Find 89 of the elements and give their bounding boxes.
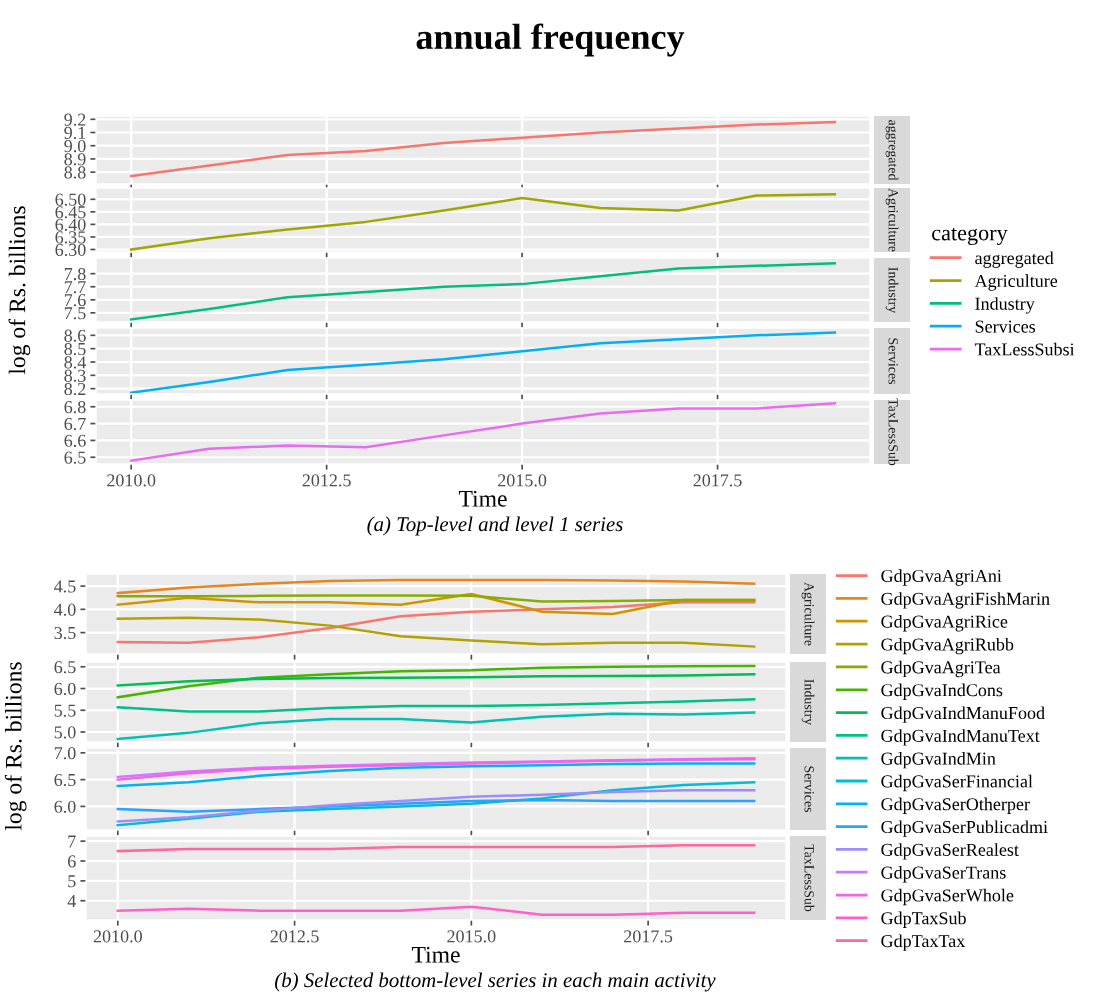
legend-label: GdpGvaIndManuFood [881, 706, 1045, 723]
y-tick-label: 8.3 [64, 369, 86, 382]
line-series [116, 578, 756, 595]
line-series [116, 601, 756, 645]
line-series [116, 789, 756, 823]
line-series [116, 698, 756, 713]
y-tick-label: 6 [68, 855, 76, 868]
y-axis-title: log of Rs. billions [8, 206, 31, 375]
line-series [129, 402, 837, 462]
legend-label: GdpGvaSerFinancial [881, 774, 1033, 792]
y-tick-label: 5 [68, 875, 76, 888]
y-tick-label: 9.0 [64, 139, 86, 153]
legend-label: Industry [975, 297, 1035, 314]
y-tick-label: 4.0 [54, 603, 76, 616]
x-tick-label: 2017.5 [624, 930, 673, 943]
x-tick-label: 2012.5 [270, 930, 319, 943]
y-tick-label: 7.8 [64, 267, 86, 281]
line-series [129, 120, 837, 178]
legend-label: GdpGvaAgriTea [881, 660, 1001, 678]
legend-label: GdpGvaSerPublicadmi [881, 820, 1048, 837]
y-tick-label: 8.6 [64, 329, 86, 342]
legend-label: Agriculture [974, 274, 1058, 291]
line-series [116, 762, 756, 788]
y-tick-label: 6.8 [64, 400, 86, 414]
legend-label: GdpGvaAgriRice [881, 615, 1008, 632]
text: (b) Selected bottom-level series in each main activity [275, 972, 716, 992]
y-tick-label: 7.0 [54, 747, 76, 760]
y-tick-label: 4.5 [54, 580, 76, 593]
legend-label: GdpGvaIndManuText [881, 729, 1040, 746]
line-series [129, 193, 837, 251]
line-series [116, 781, 756, 827]
legend-label: GdpTaxSub [881, 911, 966, 928]
y-tick-label: 6.40 [55, 218, 86, 231]
line-series [116, 664, 756, 699]
y-tick-label: 6.30 [55, 243, 86, 257]
y-tick-label: 5.0 [54, 726, 76, 739]
x-tick-label: 2010.0 [93, 930, 142, 943]
text: annual frequency [416, 23, 685, 57]
y-tick-label: 8.4 [64, 356, 86, 369]
y-tick-label: 8.9 [64, 153, 86, 166]
legend-label: Services [975, 320, 1036, 333]
legend-label: GdpGvaAgriRubb [881, 637, 1014, 655]
legend-label: GdpGvaAgriAni [881, 569, 1002, 586]
y-tick-label: 6.5 [54, 773, 76, 787]
y-axis-title: log of Rs. billions [4, 662, 27, 831]
x-tick-label: 2015.0 [447, 930, 496, 943]
legend-label: aggregated [975, 251, 1054, 268]
y-tick-label: 6.7 [64, 417, 86, 431]
x-tick-label: 2015.0 [498, 474, 547, 487]
y-tick-label: 3.5 [54, 626, 76, 640]
legend-label: GdpTaxTax [881, 934, 966, 951]
legend-label: GdpGvaSerRealest [881, 843, 1019, 860]
legend-label: TaxLessSubsi [974, 342, 1075, 356]
y-tick-label: 7.6 [64, 294, 86, 307]
y-tick-label: 6.0 [54, 682, 76, 696]
x-tick-label: 2017.5 [693, 474, 742, 487]
legend-title: category [932, 227, 1008, 246]
line-series [129, 261, 837, 321]
legend-label: GdpGvaSerWhole [881, 888, 1014, 906]
y-tick-label: 6.6 [64, 434, 86, 447]
y-tick-label: 7 [68, 835, 76, 848]
y-tick-label: 8.2 [64, 382, 86, 396]
legend-label: GdpGvaIndMin [881, 751, 996, 769]
y-tick-label: 6.50 [55, 193, 86, 206]
y-tick-label: 6.5 [64, 451, 86, 464]
y-tick-label: 8.5 [64, 342, 86, 356]
legend-label: GdpGvaSerTrans [881, 866, 1006, 883]
x-axis-title: Time [458, 490, 507, 507]
x-tick-label: 2010.0 [107, 474, 156, 487]
y-tick-label: 9.2 [64, 113, 86, 126]
y-tick-label: 8.8 [64, 166, 86, 179]
y-tick-label: 7.7 [64, 281, 86, 294]
legend-label: GdpGvaSerOtherper [881, 797, 1030, 814]
text: (a) Top-level and level 1 series [367, 516, 623, 536]
y-tick-label: 6.45 [55, 206, 86, 219]
line-series [116, 616, 756, 648]
y-tick-label: 4 [67, 895, 76, 907]
y-tick-label: 6.0 [54, 800, 76, 813]
y-tick-label: 9.1 [64, 126, 86, 140]
y-tick-label: 5.5 [54, 704, 76, 717]
x-axis-title: Time [411, 946, 460, 963]
x-tick-label: 2012.5 [302, 474, 351, 487]
y-tick-label: 6.5 [54, 661, 76, 674]
y-tick-label: 7.5 [64, 307, 86, 320]
line-series [116, 711, 756, 741]
legend-label: GdpGvaAgriFishMarin [881, 592, 1050, 609]
line-series [129, 331, 837, 394]
y-tick-label: 6.35 [55, 231, 86, 244]
legend-label: GdpGvaIndCons [881, 683, 1003, 700]
